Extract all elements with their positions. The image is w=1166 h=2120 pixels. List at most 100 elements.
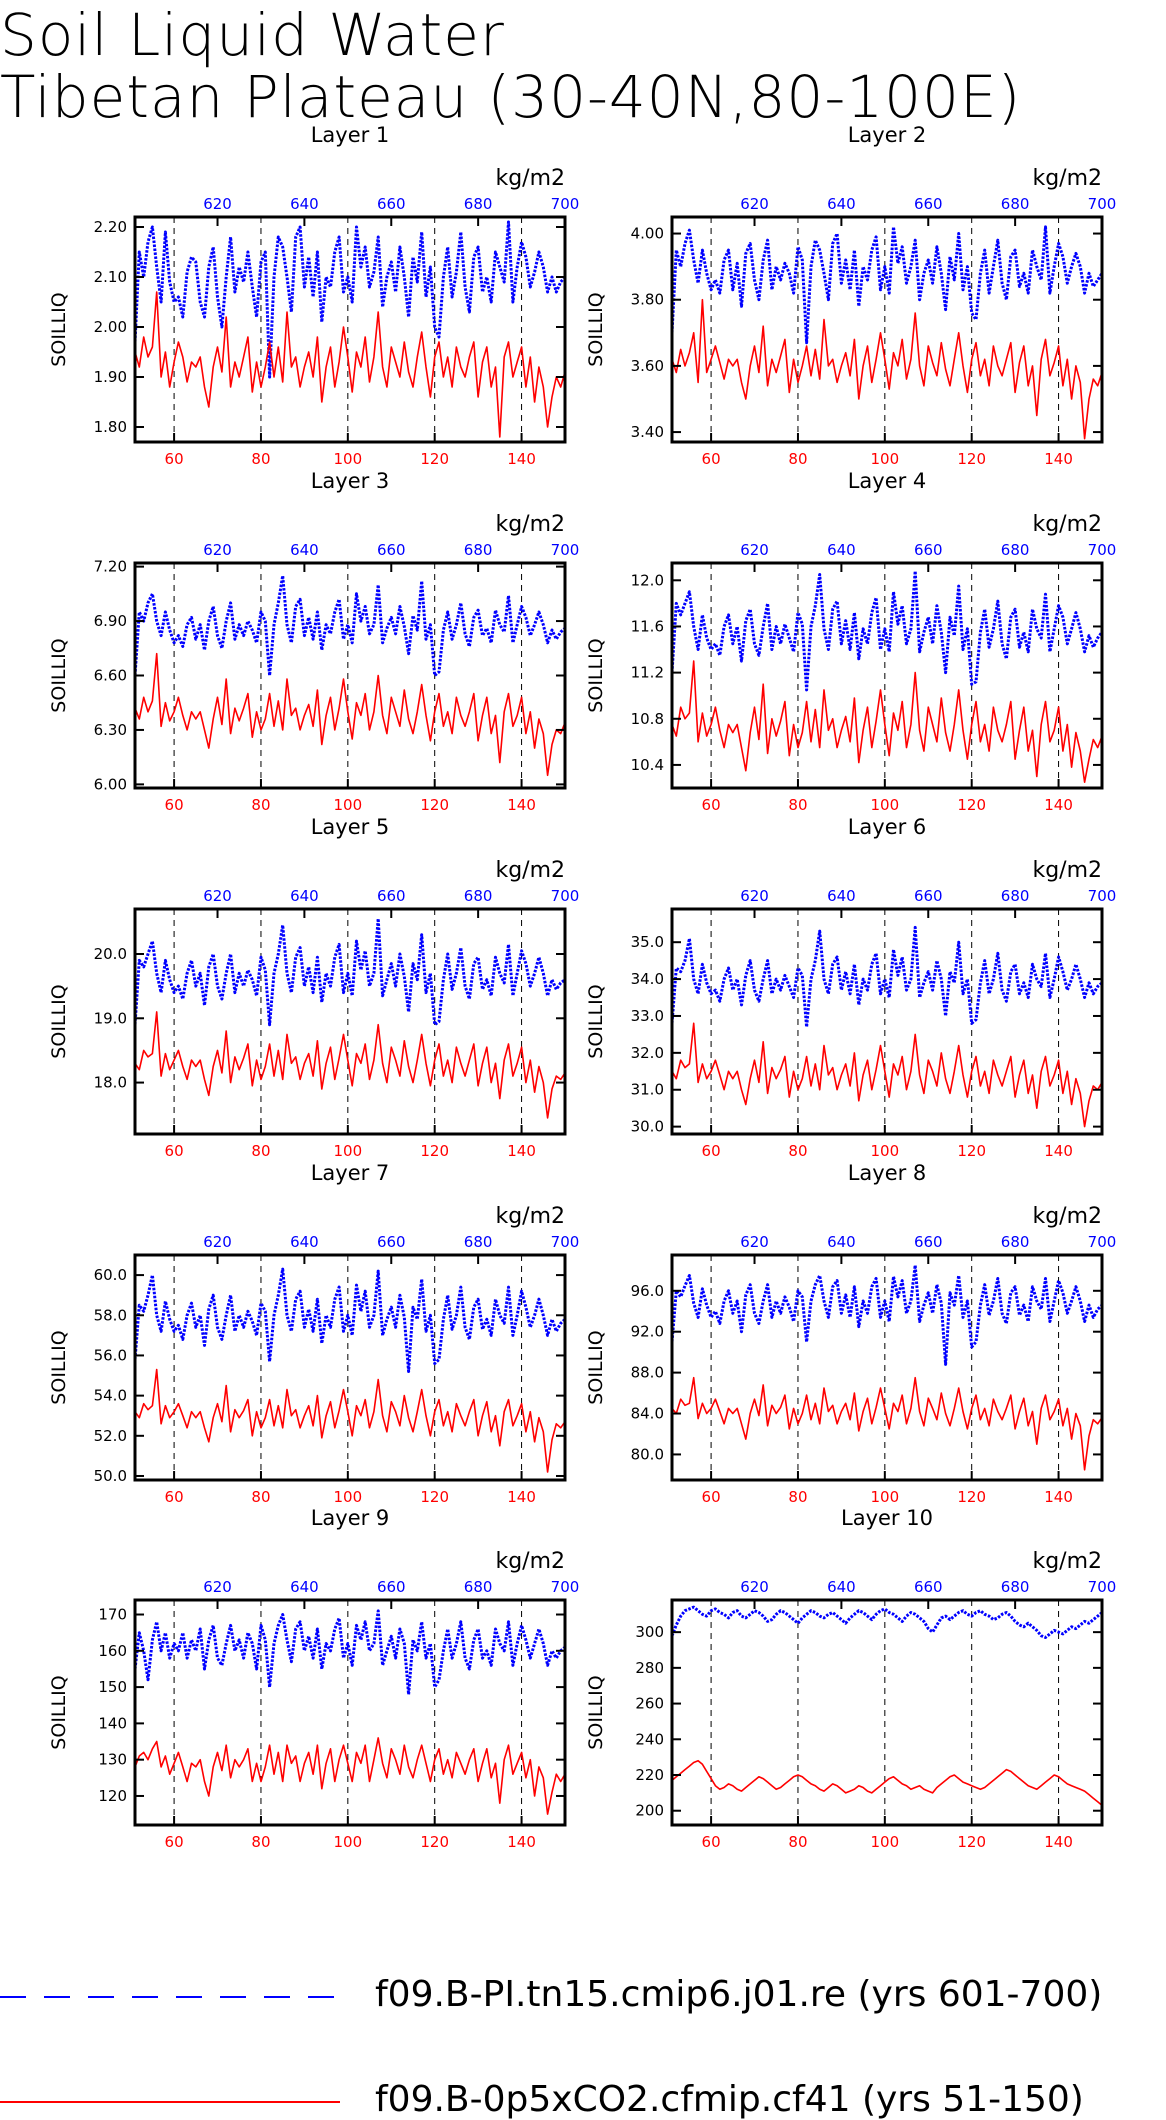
x-bottom-tick-label: 80 <box>251 1142 270 1160</box>
y-tick-label: 7.20 <box>94 558 127 576</box>
y-axis-label: SOILLIQ <box>585 292 607 366</box>
y-tick-label: 84.0 <box>631 1405 664 1423</box>
x-top-tick-label: 620 <box>203 1233 232 1251</box>
x-top-tick-label: 640 <box>290 887 319 905</box>
x-bottom-tick-label: 60 <box>702 1488 721 1506</box>
x-bottom-tick-label: 120 <box>957 1488 986 1506</box>
top-axis-label: kg/m2 <box>1032 512 1102 537</box>
series-line-red <box>134 1368 566 1473</box>
y-tick-label: 120 <box>98 1787 127 1805</box>
x-top-tick-label: 660 <box>377 887 406 905</box>
x-top-tick-label: 640 <box>827 195 856 213</box>
x-top-tick-label: 680 <box>464 541 493 559</box>
x-bottom-tick-label: 120 <box>420 450 449 468</box>
x-top-tick-label: 620 <box>740 195 769 213</box>
x-top-tick-label: 680 <box>464 1233 493 1251</box>
x-bottom-tick-label: 80 <box>251 1833 270 1851</box>
x-top-tick-label: 700 <box>1088 1233 1117 1251</box>
series-line-red <box>671 1759 1103 1807</box>
y-tick-label: 2.00 <box>94 318 127 336</box>
plot-frame <box>133 907 567 1136</box>
x-bottom-tick-label: 60 <box>165 450 184 468</box>
y-tick-label: 11.2 <box>631 664 664 682</box>
panel-4: 10.4 10.8 11.2 11.6 12.0 60 80 100 120 140 620 640 6… <box>585 469 1116 814</box>
y-tick-label: 3.80 <box>631 291 664 309</box>
x-top-tick-label: 700 <box>551 1233 580 1251</box>
x-top-tick-label: 680 <box>1001 1233 1030 1251</box>
y-tick-label: 1.90 <box>94 368 127 386</box>
panel-title: Layer 7 <box>311 1161 390 1185</box>
x-bottom-tick-label: 120 <box>957 450 986 468</box>
x-bottom-tick-label: 80 <box>788 1142 807 1160</box>
x-bottom-tick-label: 60 <box>702 450 721 468</box>
x-bottom-tick-label: 100 <box>871 1142 900 1160</box>
x-top-tick-label: 700 <box>551 541 580 559</box>
series-line-blue <box>670 569 1104 692</box>
x-top-tick-label: 620 <box>203 1578 232 1596</box>
x-bottom-tick-label: 100 <box>334 1142 363 1160</box>
legend <box>0 1996 340 2103</box>
y-tick-label: 2.20 <box>94 218 127 236</box>
series-line-blue <box>670 225 1104 345</box>
x-top-tick-label: 700 <box>551 887 580 905</box>
y-tick-label: 10.4 <box>631 756 664 774</box>
x-top-tick-label: 660 <box>914 1578 943 1596</box>
series-line-blue <box>133 574 566 677</box>
x-top-tick-label: 660 <box>377 1233 406 1251</box>
top-axis-label: kg/m2 <box>495 858 565 883</box>
x-top-tick-label: 680 <box>1001 1578 1030 1596</box>
series-line-red <box>671 660 1103 784</box>
x-top-tick-label: 620 <box>740 1233 769 1251</box>
panel-8: 80.0 84.0 88.0 92.0 96.0 60 80 100 120 140 620 640 6… <box>585 1161 1116 1506</box>
y-tick-label: 4.00 <box>631 225 664 243</box>
x-bottom-tick-label: 140 <box>1044 450 1073 468</box>
x-top-tick-label: 680 <box>464 195 493 213</box>
x-top-tick-label: 660 <box>377 541 406 559</box>
x-top-tick-label: 620 <box>740 541 769 559</box>
y-tick-label: 6.90 <box>94 612 127 630</box>
y-tick-label: 52.0 <box>94 1427 127 1445</box>
panel-title: Layer 8 <box>848 1161 927 1185</box>
panel-9: 120 130 140 150 160 170 60 80 100 120 140 620 640 660… <box>48 1506 579 1851</box>
y-tick-label: 96.0 <box>631 1282 664 1300</box>
x-top-tick-label: 660 <box>914 1233 943 1251</box>
y-axis-label: SOILLIQ <box>585 1330 607 1404</box>
panel-6: 30.0 31.0 32.0 33.0 34.0 35.0 60 80 100 120 140 620… <box>585 815 1116 1160</box>
panel-title: Layer 1 <box>311 123 390 147</box>
y-tick-label: 6.60 <box>94 667 127 685</box>
plot-frame <box>133 1253 567 1482</box>
panel-3: 6.00 6.30 6.60 6.90 7.20 60 80 100 120 140 620 640 6… <box>48 469 579 814</box>
y-axis-label: SOILLIQ <box>48 1330 70 1404</box>
panel-title: Layer 2 <box>848 123 927 147</box>
y-tick-label: 200 <box>635 1802 664 1820</box>
x-top-tick-label: 640 <box>290 541 319 559</box>
x-bottom-tick-label: 140 <box>1044 1833 1073 1851</box>
x-top-tick-label: 660 <box>914 541 943 559</box>
x-bottom-tick-label: 140 <box>507 796 536 814</box>
x-top-tick-label: 700 <box>1088 887 1117 905</box>
x-bottom-tick-label: 140 <box>1044 796 1073 814</box>
panel-title: Layer 5 <box>311 815 390 839</box>
y-tick-label: 6.00 <box>94 775 127 793</box>
y-tick-label: 2.10 <box>94 268 127 286</box>
x-top-tick-label: 640 <box>290 195 319 213</box>
y-tick-label: 56.0 <box>94 1346 127 1364</box>
plot-frame <box>133 215 567 444</box>
y-tick-label: 10.8 <box>631 710 664 728</box>
x-top-tick-label: 620 <box>203 195 232 213</box>
top-axis-label: kg/m2 <box>495 166 565 191</box>
x-top-tick-label: 640 <box>827 1233 856 1251</box>
x-bottom-tick-label: 60 <box>702 796 721 814</box>
y-tick-label: 31.0 <box>631 1081 664 1099</box>
y-tick-label: 12.0 <box>631 571 664 589</box>
title-line-1: Soil Liquid Water <box>0 1 505 69</box>
series-line-blue <box>670 1263 1104 1366</box>
panel-title: Layer 9 <box>311 1506 390 1530</box>
y-tick-label: 170 <box>98 1606 127 1624</box>
x-top-tick-label: 680 <box>464 1578 493 1596</box>
panel-10: 200 220 240 260 280 300 60 80 100 120 140 620 640 660… <box>585 1506 1116 1851</box>
top-axis-label: kg/m2 <box>495 1549 565 1574</box>
top-axis-label: kg/m2 <box>1032 1204 1102 1229</box>
x-bottom-tick-label: 60 <box>165 796 184 814</box>
